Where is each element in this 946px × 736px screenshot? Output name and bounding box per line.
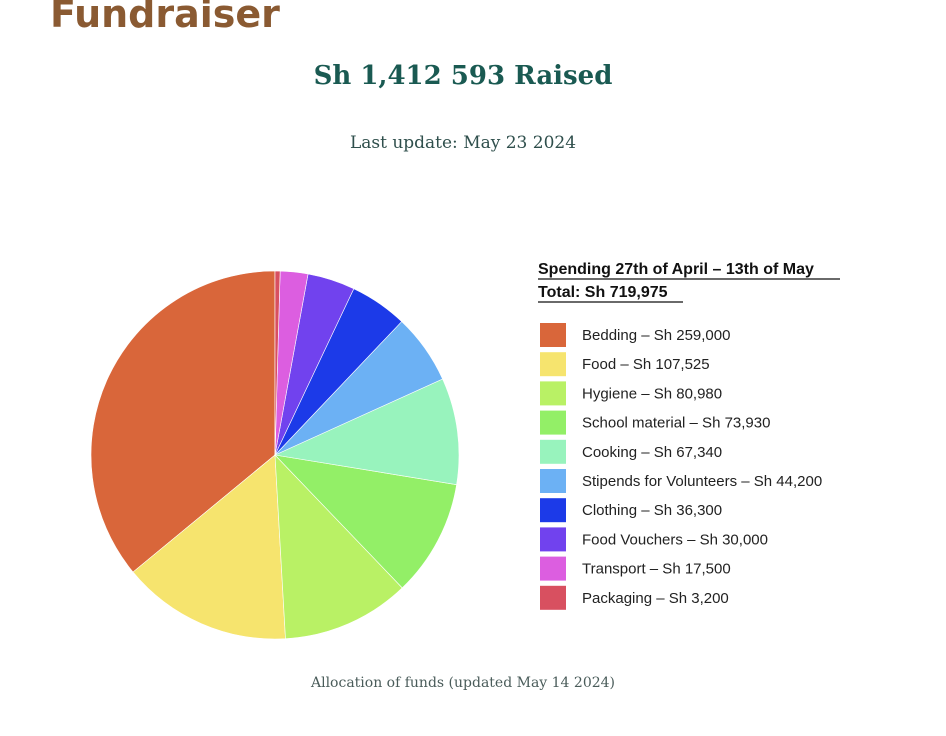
legend-swatch [540, 556, 566, 581]
legend-label: Clothing – Sh 36,300 [582, 502, 722, 519]
pie-slice-food [132, 454, 286, 640]
pie-slice-bedding [90, 270, 276, 573]
page-heading: Fundraiser [50, 0, 280, 36]
legend-label: Food – Sh 107,525 [582, 356, 710, 373]
legend-total: Total: Sh 719,975 [538, 284, 668, 301]
legend-swatch [540, 352, 566, 377]
legend-label: School material – Sh 73,930 [582, 415, 770, 432]
legend-label: Transport – Sh 17,500 [582, 561, 731, 578]
legend-swatch [540, 469, 566, 493]
legend-swatch [540, 527, 566, 552]
legend-swatch [540, 439, 566, 464]
legend-label: Bedding – Sh 259,000 [582, 327, 730, 344]
legend-swatch [540, 323, 566, 347]
legend-label: Packaging – Sh 3,200 [582, 590, 729, 607]
legend-title: Spending 27th of April – 13th of May [538, 261, 814, 278]
last-update: Last update: May 23 2024 [349, 133, 577, 153]
figure-caption: Allocation of funds (updated May 14 2024… [310, 675, 616, 691]
legend-label: Stipends for Volunteers – Sh 44,200 [582, 473, 822, 490]
legend-swatch [540, 498, 566, 523]
legend-swatch [540, 585, 566, 610]
pie-chart [90, 270, 460, 640]
allocation-figure: Spending 27th of April – 13th of May Tot… [90, 261, 840, 640]
legend-label: Cooking – Sh 67,340 [582, 444, 722, 461]
pie-slice-hygiene [274, 454, 403, 640]
legend: Bedding – Sh 259,000 Food – Sh 107,525 Hyg… [540, 323, 822, 610]
amount-raised: Sh 1,412 593 Raised [313, 61, 613, 91]
legend-label: Hygiene – Sh 80,980 [582, 385, 722, 402]
pie-slice-cooking [273, 378, 460, 485]
legend-swatch [540, 381, 566, 406]
legend-swatch [540, 410, 566, 435]
pie-slice-packaging [274, 270, 281, 456]
pie-slice-school-material [274, 454, 457, 589]
legend-label: Food Vouchers – Sh 30,000 [582, 531, 768, 548]
